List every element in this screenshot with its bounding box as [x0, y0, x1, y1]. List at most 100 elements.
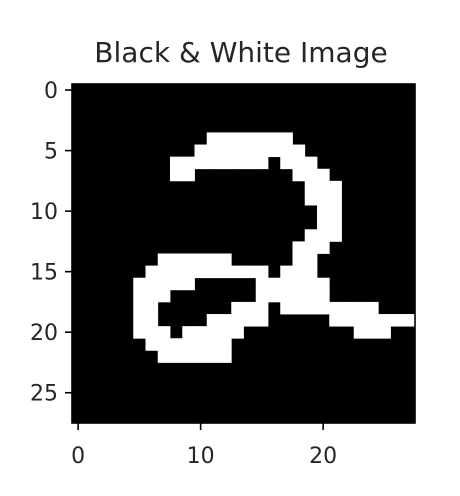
pixel — [206, 156, 220, 170]
pixel — [219, 253, 232, 267]
pixel — [219, 338, 232, 351]
pixel — [329, 205, 342, 218]
pixel — [182, 338, 195, 351]
y-tick-label: 0 — [44, 79, 58, 104]
pixel — [292, 289, 306, 303]
pixel — [157, 289, 171, 303]
pixel — [268, 144, 281, 158]
pixel — [280, 277, 293, 291]
y-tick-label: 5 — [44, 140, 58, 165]
pixel — [231, 265, 244, 279]
pixel — [329, 217, 342, 230]
pixel — [280, 144, 293, 158]
pixel — [268, 132, 281, 145]
pixel — [329, 314, 342, 327]
pixel — [366, 326, 379, 339]
pixel — [243, 301, 257, 315]
pixel — [268, 277, 281, 291]
pixel — [206, 265, 220, 279]
pixel — [353, 314, 367, 327]
pixel — [182, 350, 195, 363]
pixel — [219, 132, 232, 145]
pixel — [329, 301, 342, 315]
pixel — [280, 132, 293, 145]
pixel — [157, 277, 171, 291]
pixel — [145, 277, 159, 291]
x-tick-label: 20 — [309, 444, 337, 469]
pixel — [329, 192, 342, 206]
pixel — [292, 265, 306, 279]
pixel — [206, 132, 220, 145]
pixel — [304, 229, 318, 242]
pixel — [366, 301, 379, 315]
pixel — [182, 253, 195, 267]
pixel — [378, 326, 391, 339]
pixel — [341, 314, 355, 327]
pixel — [317, 168, 330, 182]
pixel — [182, 168, 195, 182]
pixel — [170, 168, 183, 182]
pixel — [219, 265, 232, 279]
pixel — [145, 265, 159, 279]
pixel — [194, 326, 208, 339]
x-axis: 0 10 20 — [71, 423, 337, 469]
pixel — [145, 326, 159, 339]
pixel — [243, 265, 257, 279]
pixel — [317, 217, 330, 230]
pixel — [304, 168, 318, 182]
pixel — [145, 301, 159, 315]
pixel — [194, 144, 208, 158]
y-tick-label: 25 — [30, 382, 58, 407]
pixel — [292, 156, 306, 170]
pixel — [280, 156, 293, 170]
pixel — [206, 314, 220, 327]
pixel — [402, 314, 416, 327]
pixel — [255, 156, 269, 170]
pixel — [378, 314, 391, 327]
pixel — [255, 277, 269, 291]
pixel — [170, 253, 183, 267]
pixel — [255, 132, 269, 145]
y-tick-label: 20 — [30, 321, 58, 346]
pixel — [255, 289, 269, 303]
pixel — [268, 289, 281, 303]
pixel — [390, 314, 404, 327]
pixel — [157, 326, 171, 339]
pixel — [231, 156, 244, 170]
pixel-layer — [133, 132, 416, 363]
pixel — [182, 265, 195, 279]
pixel — [182, 326, 195, 339]
y-axis: 0 5 10 15 20 25 — [30, 79, 72, 407]
pixel — [341, 301, 355, 315]
pixel — [243, 144, 257, 158]
pixel — [292, 241, 306, 254]
pixel — [219, 350, 232, 363]
pixel — [170, 277, 183, 291]
pixel — [219, 326, 232, 339]
pixel — [206, 253, 220, 267]
pixel — [157, 338, 171, 351]
pixel — [182, 277, 195, 291]
pixel — [304, 180, 318, 194]
pixel — [170, 338, 183, 351]
pixel — [304, 289, 318, 303]
pixel — [366, 314, 379, 327]
pixel — [255, 265, 269, 279]
pixel — [145, 289, 159, 303]
pixel — [353, 301, 367, 315]
pixel — [292, 253, 306, 267]
pixel — [170, 156, 183, 170]
pixel — [304, 277, 318, 291]
pixel — [292, 301, 306, 315]
pixel — [243, 132, 257, 145]
pixel — [304, 265, 318, 279]
pixel — [231, 314, 244, 327]
pixel — [304, 253, 318, 267]
pixel — [317, 192, 330, 206]
y-tick-label: 15 — [30, 261, 58, 286]
x-tick-label: 10 — [187, 444, 215, 469]
pixel — [194, 338, 208, 351]
pixel — [231, 132, 244, 145]
pixel — [317, 229, 330, 242]
pixel — [317, 205, 330, 218]
